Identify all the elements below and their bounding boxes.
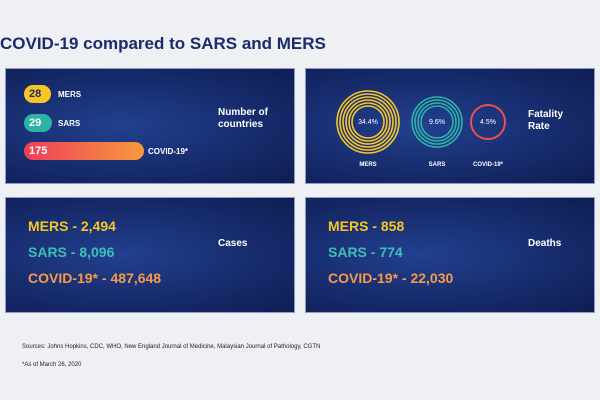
covid-cases: COVID-19* - 487,648: [28, 270, 162, 286]
sars-deaths: SARS - 774: [328, 244, 403, 260]
covid-rate: 4.5%: [480, 119, 496, 126]
sars-name: SARS: [429, 162, 446, 168]
fatality-label: Fatality Rate: [528, 109, 564, 132]
mers-name: MERS: [359, 162, 376, 168]
covid-name: COVID-19*: [473, 162, 504, 168]
countries-panel: 28 MERS 29 SARS 175 COVID-19* Number of …: [5, 68, 295, 184]
sars-pill: 29: [24, 114, 52, 132]
footnote: *As of March 26, 2020: [22, 362, 82, 368]
covid-ring: [470, 104, 506, 140]
rings: 34.4% 9.6% 4.5% MERS SARS COVID-19*: [336, 90, 506, 168]
deaths-label: Deaths: [528, 238, 562, 249]
covid-name: COVID-19*: [148, 147, 189, 156]
mers-rate: 34.4%: [358, 119, 378, 126]
mers-deaths: MERS - 858: [328, 218, 405, 234]
deaths-panel: MERS - 858 SARS - 774 COVID-19* - 22,030…: [305, 197, 595, 313]
sources: Sources: Johns Hopkins, CDC, WHO, New En…: [22, 344, 321, 350]
mers-pill: 28: [24, 85, 51, 103]
cases-label: Cases: [218, 238, 248, 249]
sars-cases: SARS - 8,096: [28, 244, 115, 260]
mers-rings: [336, 90, 400, 154]
covid-pill: 175: [24, 142, 144, 160]
sars-rate: 9.6%: [429, 119, 445, 126]
title: COVID-19 compared to SARS and MERS: [0, 34, 326, 53]
cases-panel: MERS - 2,494 SARS - 8,096 COVID-19* - 48…: [5, 197, 295, 313]
sars-rings: [411, 96, 463, 148]
mers-name: MERS: [58, 90, 82, 99]
countries-label: Number of countries: [218, 107, 268, 130]
sars-name: SARS: [58, 119, 81, 128]
covid-deaths: COVID-19* - 22,030: [328, 270, 454, 286]
mers-cases: MERS - 2,494: [28, 218, 116, 234]
fatality-panel: 34.4% 9.6% 4.5% MERS SARS COVID-19* Fata…: [305, 68, 595, 184]
